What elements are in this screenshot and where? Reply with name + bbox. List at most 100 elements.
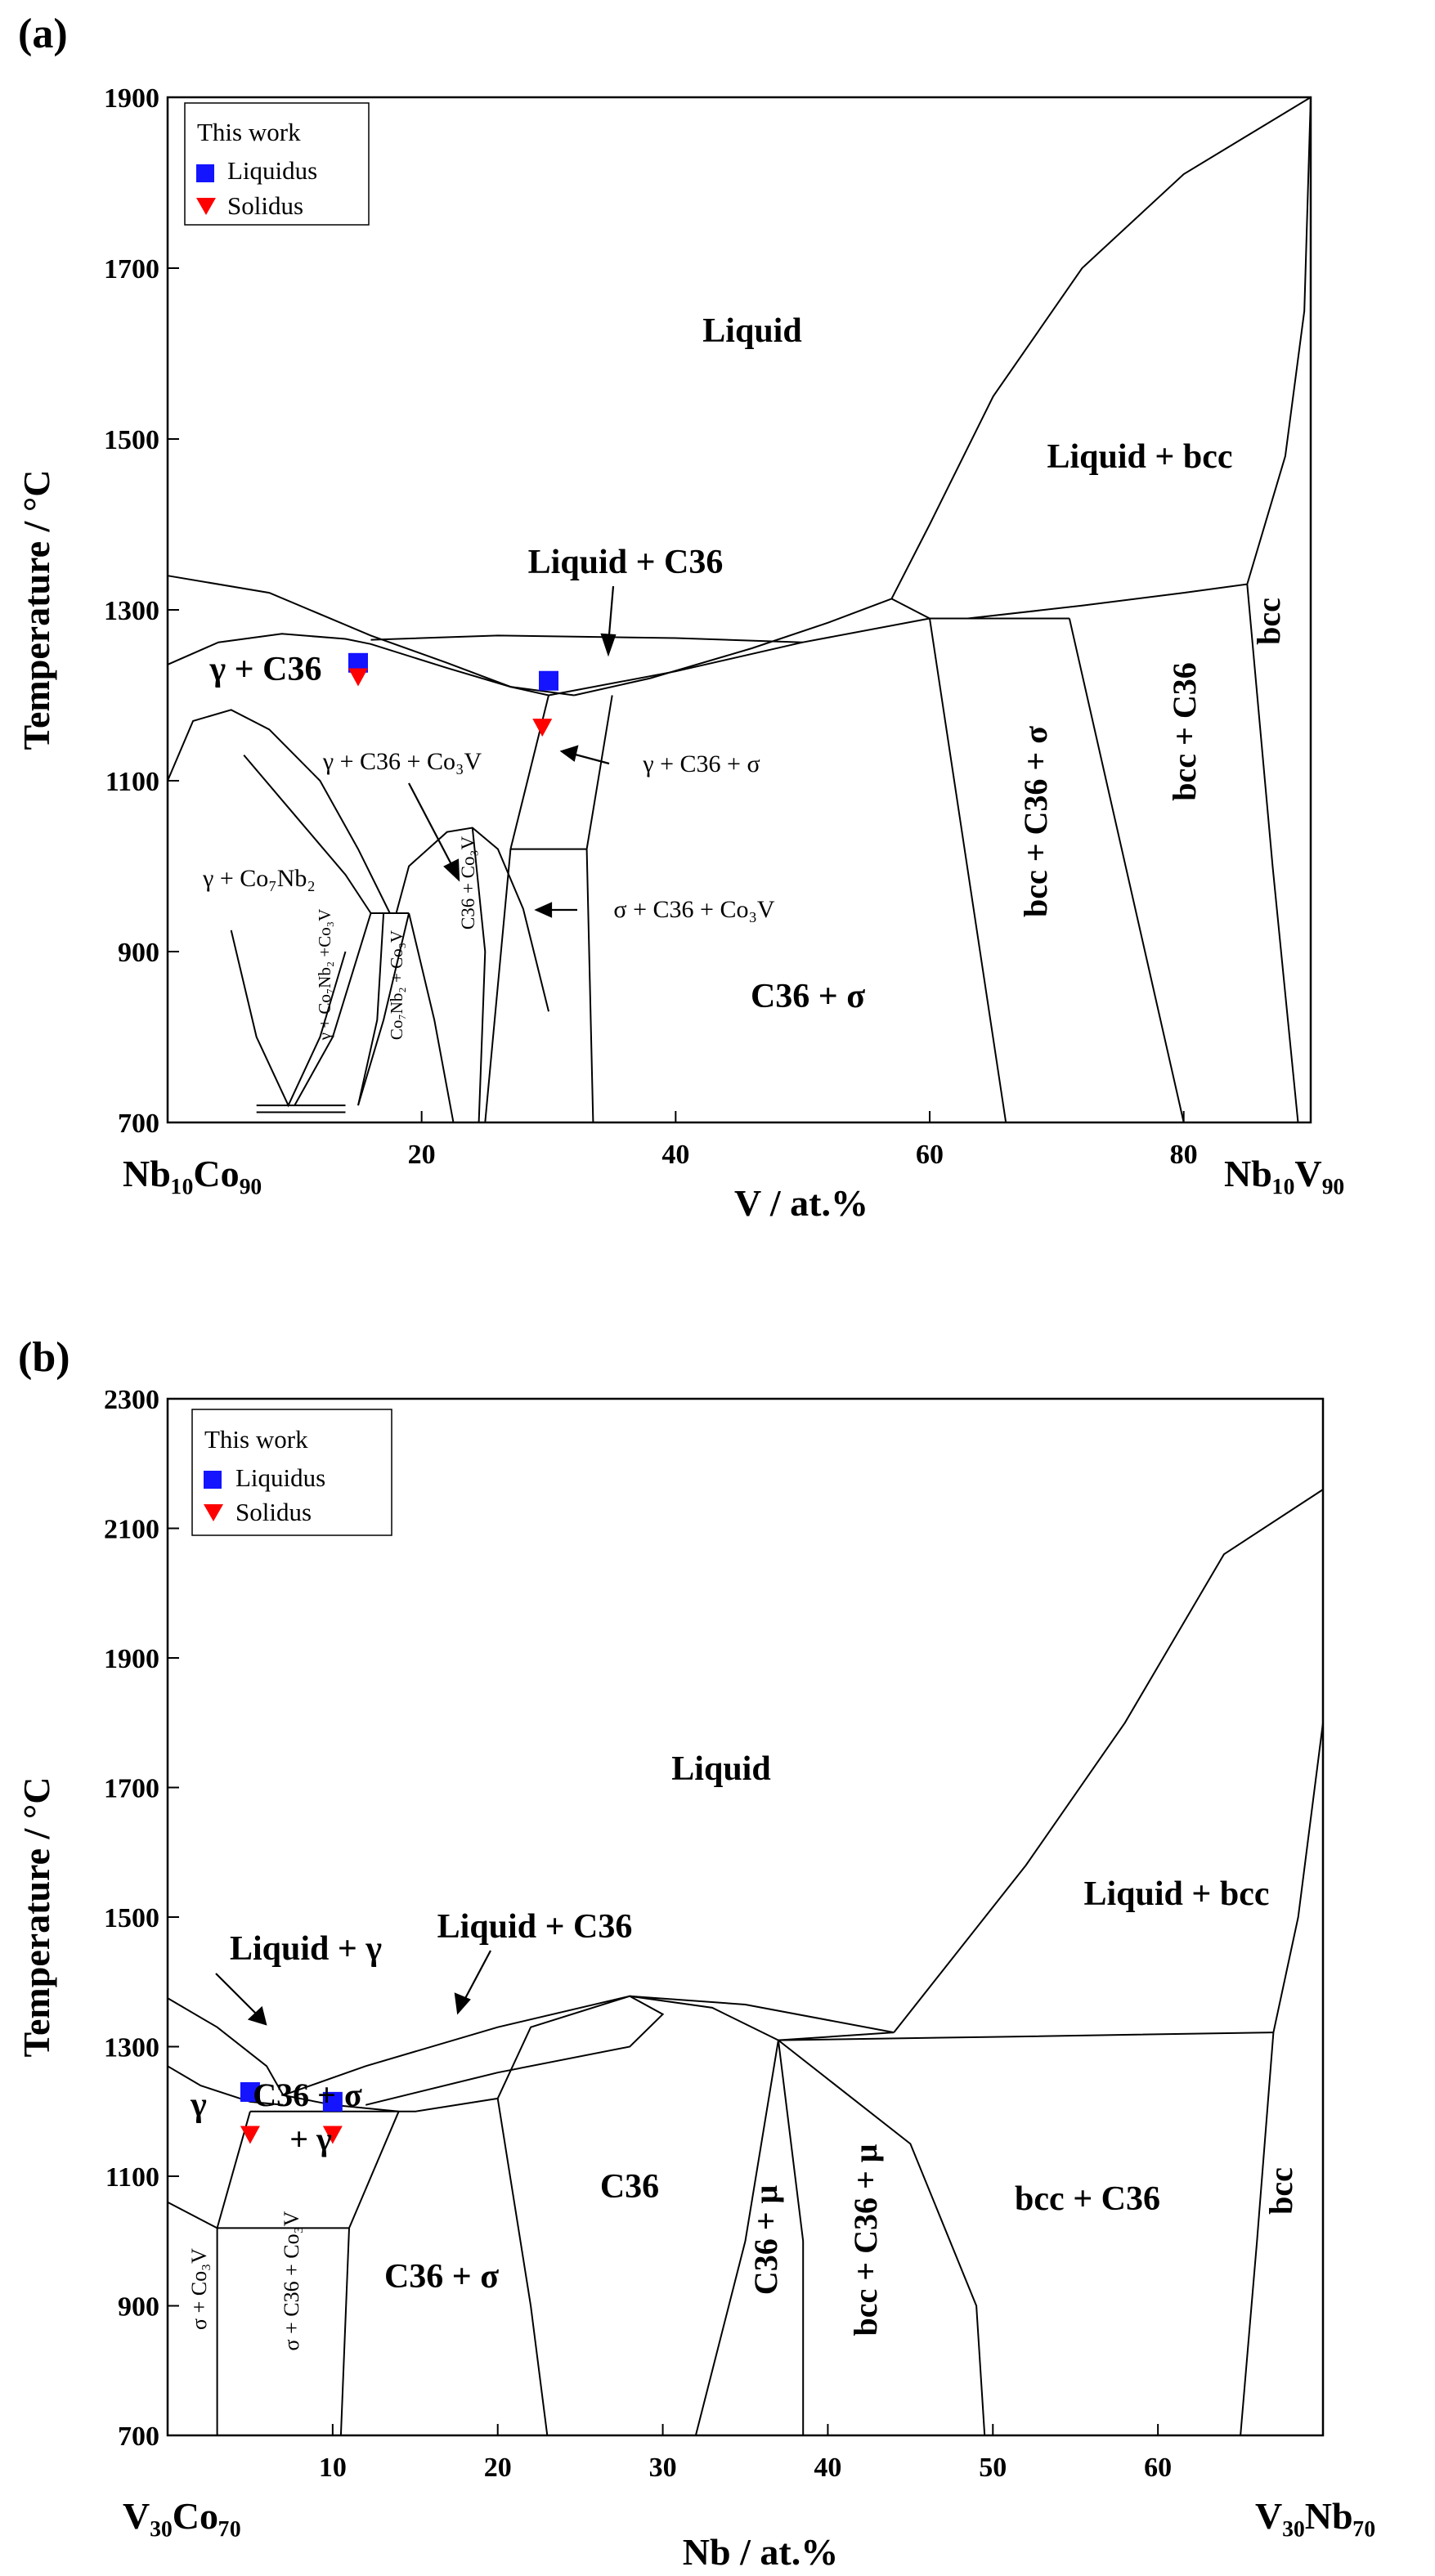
plot-area-b [166,1397,1325,2437]
region-label: γ + C36 + σ [642,750,760,777]
y-tick-label: 1100 [105,767,159,797]
liquidus-point [539,670,558,691]
region-label: γ + Co₇Nb₂ [202,865,316,892]
y-tick-label: 1300 [104,2033,159,2063]
annotation-arrows-a [408,585,617,918]
legend-label-solidus-b: Solidus [235,1498,312,1526]
annotation-arrows-b [215,1950,491,2026]
region-label: γ + C36 [209,651,322,688]
phase-boundary-b-21 [339,2228,350,2436]
phase-boundary-a-11 [1068,618,1185,1123]
region-label: bcc + C36 [1015,2180,1160,2218]
phase-boundary-b-4 [365,1995,665,2106]
axis-ticks-a: 700 900 1100 1300 1500 1700 1900 20 40 60 80 [104,83,1198,1170]
y-tick-label: 1700 [104,1774,159,1804]
phase-boundary-a-8 [967,583,1248,620]
phase-boundary-b-1 [167,2065,284,2106]
region-label-plus-gamma: + γ [289,2121,332,2157]
region-label: Liquid + γ [230,1930,382,1968]
x-tick-label: 20 [484,2453,512,2483]
x-axis-label-b: Nb / at.% [683,2531,838,2573]
region-label: γ [190,2086,207,2124]
x-tick-label: 40 [814,2453,841,2483]
region-labels-a: Liquid Liquid + bcc Liquid + C36 γ + C36… [202,312,1287,1041]
region-label: bcc + C36 [1166,662,1203,800]
phase-boundary-b-3 [282,1995,895,2096]
panel-b: (b) 700 900 1100 1300 1500 1700 1900 2100 2300 10… [16,1334,1375,2573]
panel-label-a: (a) [18,11,68,57]
phase-boundary-a-1 [167,633,549,697]
phase-boundary-a-2 [370,634,803,643]
x-left-endpoint-a: Nb₁₀Co₉₀ [123,1153,262,1194]
phase-boundary-a-28 [484,849,512,1123]
region-label: C36 + μ [747,2185,784,2296]
phase-boundary-b-15 [496,2098,549,2436]
region-label: bcc [1250,598,1287,645]
solidus-point [348,668,368,687]
y-tick-label: 1700 [104,254,159,284]
legend-box-b [191,1409,392,1536]
phase-boundary-a-21 [408,912,455,1123]
y-tick-label: 1300 [104,596,159,626]
region-label: γ + C36 + Co₃V [322,748,482,775]
x-tick-label: 20 [408,1140,436,1170]
x-right-endpoint-a: Nb₁₀V₉₀ [1224,1153,1344,1194]
phase-boundary-a-4 [548,617,931,697]
y-tick-label: 1500 [104,1903,159,1933]
region-label: γ + Co₇Nb₂ +Co₃V [315,909,334,1042]
data-points-b [240,2081,343,2144]
phase-boundaries-a [167,96,1312,1123]
y-tick-label: 900 [118,2292,159,2323]
arrow-line [462,1950,491,2004]
arrowhead [454,1992,471,2015]
arrowhead [247,2005,267,2026]
x-tick-label: 30 [649,2453,677,2483]
liquidus-point [322,2091,343,2112]
arrow-line [408,782,455,870]
phase-boundary-b-17 [348,2111,400,2229]
region-label: C36 [600,2168,659,2206]
region-label: Liquid + bcc [1083,1875,1269,1913]
y-axis-label-a: Temperature / °C [16,470,57,750]
x-tick-label: 60 [916,1140,944,1170]
region-label: Liquid [671,1750,770,1788]
phase-boundary-a-14 [243,754,372,914]
y-tick-label: 700 [118,1109,159,1139]
phase-boundary-b-6 [496,1995,779,2099]
arrowhead [534,902,553,918]
phase-boundary-b-10 [1272,1490,1324,2033]
panel-a: (a) 700 900 1100 1300 1500 1700 1900 20 40 60 80 T… [16,11,1344,1224]
x-left-endpoint-b: V₃₀Co₇₀ [123,2495,241,2537]
region-label: Liquid + bcc [1047,438,1232,476]
legend-label-solidus-a: Solidus [227,191,303,220]
phase-boundary-a-20 [471,827,487,1123]
phase-boundary-a-0 [167,575,575,697]
solidus-point [532,719,553,737]
x-tick-label: 60 [1144,2453,1172,2483]
phase-boundary-a-25 [509,695,549,849]
phase-boundary-a-29 [585,849,594,1123]
region-labels-b: Liquid Liquid + bcc Liquid + γ Liquid + … [187,1750,1299,2350]
region-label: Liquid + C36 [528,544,724,581]
arrowhead [443,858,460,882]
solidus-point [240,2126,260,2144]
y-axis-label-b: Temperature / °C [16,1777,57,2058]
panel-label-b: (b) [18,1334,70,1381]
x-right-endpoint-b: V₃₀Nb₇₀ [1255,2495,1375,2537]
phase-boundary-a-12 [1246,584,1299,1123]
legend-a: This work Liquidus Solidus [184,102,370,226]
legend-label-liquidus-a: Liquidus [227,156,317,185]
region-label: Liquid [702,312,801,350]
region-label: bcc [1262,2167,1299,2215]
region-label: C36 + σ [384,2258,499,2296]
phase-boundary-a-16 [294,912,372,1106]
region-label: bcc + C36 + σ [1017,726,1054,917]
phase-boundary-b-12 [777,2040,805,2435]
phase-boundary-b-0 [167,1997,285,2096]
x-tick-label: 40 [661,1140,689,1170]
liquidus-point [240,2081,260,2102]
phase-boundary-b-14 [1240,2032,1275,2436]
region-label: Liquid + C36 [437,1908,633,1946]
phase-boundaries-b [167,1489,1324,2436]
axis-ticks-b: 700 900 1100 1300 1500 1700 1900 2100 2300 10 20 30… [104,1385,1172,2483]
